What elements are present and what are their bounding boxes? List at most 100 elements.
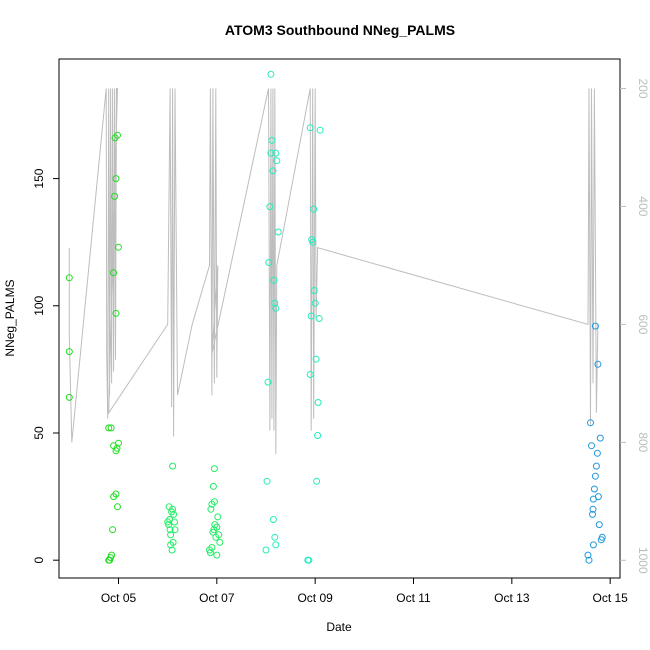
data-point: [306, 371, 314, 378]
data-point: [589, 510, 596, 518]
data-point: [216, 538, 224, 546]
data-point: [314, 399, 322, 406]
y-axis-right: 200 400 600 800 1000: [620, 78, 650, 574]
data-point: [596, 434, 604, 442]
data-point: [105, 424, 113, 432]
x-tick-label: Oct 15: [592, 591, 628, 605]
data-point: [313, 477, 321, 485]
y2-tick-label: 1000: [636, 547, 650, 574]
overlay-line: [68, 88, 599, 455]
overlay-line-layer: [68, 88, 599, 455]
data-point: [267, 149, 275, 157]
data-point: [312, 355, 320, 363]
data-point: [210, 498, 218, 506]
data-point: [114, 503, 121, 511]
data-point: [65, 393, 73, 401]
data-point: [165, 503, 173, 511]
data-point: [595, 521, 603, 529]
data-point: [112, 175, 120, 183]
data-point: [314, 432, 322, 439]
data-point: [268, 136, 276, 144]
data-point: [273, 157, 281, 165]
data-point: [207, 505, 215, 513]
data-point: [111, 192, 119, 200]
data-point: [305, 556, 313, 564]
data-point: [107, 424, 115, 432]
data-point: [266, 203, 274, 211]
data-point: [170, 510, 178, 518]
data-point: [271, 299, 279, 307]
y2-tick-label: 200: [636, 78, 650, 98]
y-tick-label: 50: [32, 426, 46, 440]
plot-frame: [58, 58, 621, 579]
data-point: [214, 513, 222, 521]
data-point: [593, 449, 601, 457]
data-point: [208, 544, 216, 551]
data-point: [267, 70, 275, 78]
data-point: [591, 472, 599, 480]
data-point: [171, 518, 178, 526]
data-point: [112, 309, 120, 317]
data-point: [594, 493, 602, 501]
data-point: [272, 149, 280, 157]
data-point: [168, 546, 176, 554]
data-point: [209, 482, 217, 490]
data-point: [274, 228, 282, 236]
data-point: [112, 490, 120, 498]
y2-tick-label: 800: [636, 432, 650, 452]
data-point: [590, 485, 598, 493]
y-axis-label: NNeg_PALMS: [3, 279, 17, 356]
data-point: [206, 549, 214, 557]
x-axis-label: Date: [326, 620, 352, 634]
data-point: [271, 533, 279, 541]
y-axis-left: 0 50 100 150: [32, 168, 59, 564]
x-axis: Oct 05 Oct 07 Oct 09 Oct 11 Oct 13 Oct 15: [101, 578, 628, 605]
data-point: [113, 444, 121, 452]
data-point: [65, 274, 73, 282]
data-point: [591, 322, 599, 330]
data-point: [264, 378, 272, 386]
data-point: [311, 299, 319, 307]
y-tick-label: 100: [32, 295, 46, 315]
points-layer: [65, 70, 606, 564]
data-point: [587, 419, 594, 427]
data-point: [592, 462, 600, 470]
data-point: [165, 521, 173, 529]
y-tick-label: 150: [32, 168, 46, 188]
data-point: [210, 465, 218, 473]
data-point: [109, 526, 117, 534]
data-point: [213, 523, 221, 531]
data-point: [310, 287, 318, 294]
y2-tick-label: 600: [636, 314, 650, 334]
x-tick-label: Oct 07: [199, 591, 235, 605]
data-point: [265, 259, 273, 266]
x-tick-label: Oct 09: [297, 591, 333, 605]
data-point: [108, 551, 116, 559]
data-point: [309, 238, 317, 246]
data-point: [263, 477, 271, 485]
data-point: [166, 526, 174, 534]
data-point: [169, 462, 177, 470]
data-point: [594, 360, 602, 368]
y-tick-label: 0: [32, 557, 46, 564]
data-point: [114, 131, 121, 139]
data-point: [115, 243, 122, 251]
data-point: [169, 538, 177, 546]
data-point: [272, 541, 280, 549]
x-tick-label: Oct 05: [101, 591, 137, 605]
data-point: [588, 442, 595, 450]
data-point: [262, 546, 270, 554]
data-point: [584, 551, 592, 559]
y2-tick-label: 400: [636, 196, 650, 216]
data-point: [307, 312, 315, 320]
data-point: [270, 276, 278, 284]
x-tick-label: Oct 13: [494, 591, 530, 605]
data-point: [589, 541, 597, 549]
x-tick-label: Oct 11: [396, 591, 431, 605]
data-point: [315, 315, 323, 322]
chart-title: ATOM3 Southbound NNeg_PALMS: [225, 22, 455, 38]
data-point: [115, 439, 122, 447]
data-point: [310, 205, 318, 213]
data-point: [316, 126, 324, 134]
